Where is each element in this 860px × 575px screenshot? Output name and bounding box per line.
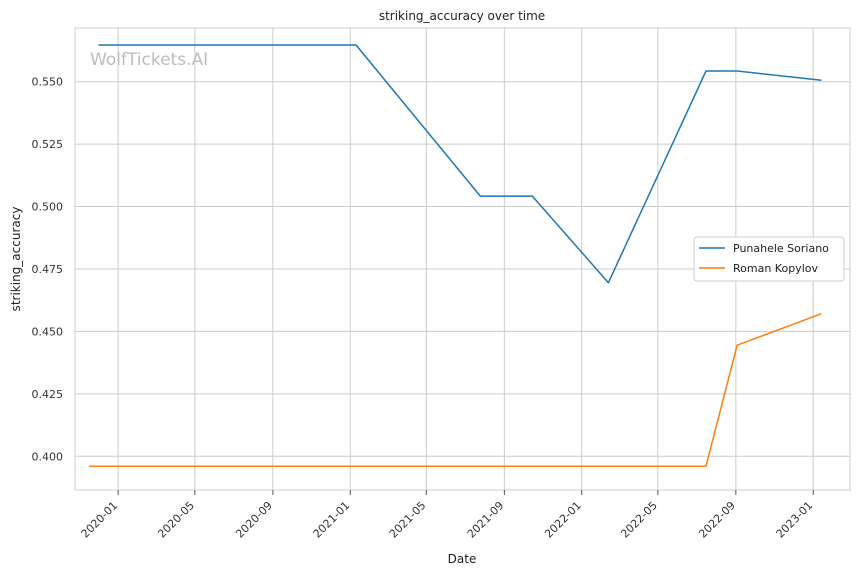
series-line-punahele-soriano [98, 44, 822, 284]
y-tick-label: 0.500 [32, 201, 64, 214]
legend-box [693, 236, 845, 282]
y-tick-label: 0.450 [32, 325, 64, 338]
series-line-roman-kopylov [89, 312, 822, 468]
y-axis-ticks: 0.400 0.425 0.450 0.475 0.500 0.525 0.550 [32, 76, 64, 464]
y-tick-label: 0.475 [32, 263, 64, 276]
y-axis-title: striking_accuracy [9, 207, 23, 312]
legend-label-roman-kopylov: Roman Kopylov [733, 262, 818, 275]
watermark: WolfTickets.AI [90, 50, 208, 70]
y-tick-label: 0.525 [32, 138, 64, 151]
y-tick-label: 0.400 [32, 450, 64, 463]
y-tick-label: 0.425 [32, 388, 64, 401]
legend-label-punahele-soriano: Punahele Soriano [733, 242, 829, 255]
x-axis-title: Date [448, 552, 477, 566]
chart-title: striking_accuracy over time [379, 9, 545, 23]
plot-area-frame [74, 27, 851, 491]
legend: Punahele Soriano Roman Kopylov [693, 236, 845, 282]
series-layer [89, 44, 822, 468]
y-tick-label: 0.550 [32, 76, 64, 89]
